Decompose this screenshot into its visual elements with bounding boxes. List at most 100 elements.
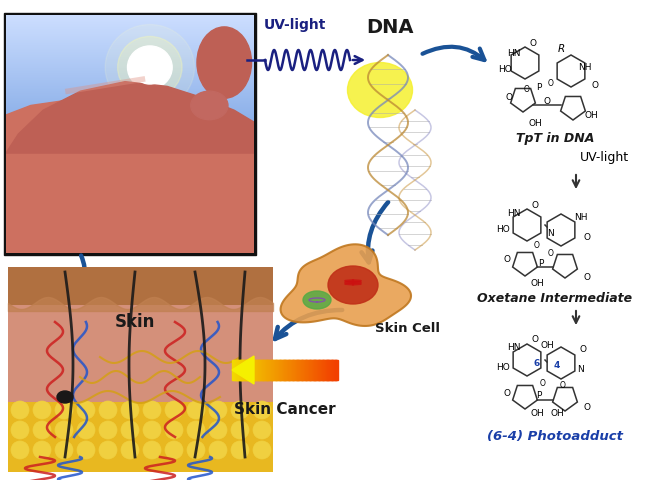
Bar bbox=[330, 360, 333, 380]
Polygon shape bbox=[552, 254, 577, 278]
Text: R: R bbox=[558, 44, 565, 54]
Text: O: O bbox=[543, 96, 551, 106]
Bar bbox=[245, 360, 248, 380]
Text: OH: OH bbox=[530, 278, 544, 288]
Circle shape bbox=[121, 441, 139, 459]
Circle shape bbox=[165, 401, 183, 419]
Polygon shape bbox=[561, 96, 586, 120]
Bar bbox=[331, 360, 334, 380]
Bar bbox=[307, 360, 311, 380]
Text: O: O bbox=[524, 85, 530, 95]
Circle shape bbox=[55, 441, 73, 459]
Bar bbox=[320, 360, 324, 380]
Bar bbox=[317, 360, 320, 380]
Bar bbox=[271, 360, 274, 380]
Text: P: P bbox=[538, 259, 543, 267]
Circle shape bbox=[77, 401, 95, 419]
Bar bbox=[248, 360, 251, 380]
Polygon shape bbox=[511, 47, 539, 79]
Text: O: O bbox=[584, 273, 590, 281]
Bar bbox=[276, 360, 280, 380]
Bar bbox=[310, 360, 313, 380]
Bar bbox=[314, 360, 317, 380]
Text: O: O bbox=[548, 79, 554, 87]
Bar bbox=[328, 360, 332, 380]
Ellipse shape bbox=[348, 62, 413, 118]
Circle shape bbox=[143, 441, 161, 459]
Bar bbox=[252, 360, 255, 380]
Bar bbox=[262, 360, 265, 380]
Bar bbox=[272, 360, 276, 380]
Text: HN: HN bbox=[507, 48, 521, 58]
Bar bbox=[302, 360, 305, 380]
Text: OH: OH bbox=[540, 341, 554, 350]
Bar bbox=[284, 360, 287, 380]
Text: HO: HO bbox=[498, 65, 512, 74]
Circle shape bbox=[209, 401, 227, 419]
Circle shape bbox=[11, 441, 29, 459]
Text: Skin Cell: Skin Cell bbox=[375, 322, 440, 335]
Text: O: O bbox=[560, 382, 566, 391]
Circle shape bbox=[253, 401, 271, 419]
Bar bbox=[294, 360, 298, 380]
Polygon shape bbox=[511, 88, 536, 112]
Bar bbox=[236, 360, 239, 380]
Bar bbox=[319, 360, 322, 380]
Bar bbox=[255, 360, 259, 380]
Bar bbox=[285, 360, 289, 380]
Text: O: O bbox=[506, 93, 512, 101]
Text: P: P bbox=[536, 83, 541, 92]
Text: O: O bbox=[584, 404, 590, 412]
Bar bbox=[301, 360, 304, 380]
Text: OH: OH bbox=[528, 119, 542, 128]
Bar bbox=[278, 360, 281, 380]
Text: N: N bbox=[578, 365, 584, 374]
Bar bbox=[300, 360, 303, 380]
Circle shape bbox=[187, 401, 205, 419]
Polygon shape bbox=[232, 356, 254, 384]
Circle shape bbox=[99, 441, 117, 459]
Bar bbox=[244, 360, 247, 380]
Bar bbox=[311, 360, 315, 380]
Text: O: O bbox=[534, 240, 540, 250]
Bar bbox=[254, 360, 257, 380]
Text: HN: HN bbox=[507, 208, 521, 217]
Bar bbox=[293, 360, 296, 380]
Bar bbox=[324, 360, 328, 380]
Bar bbox=[283, 360, 286, 380]
Bar bbox=[258, 360, 261, 380]
Polygon shape bbox=[281, 244, 411, 326]
Text: Skin: Skin bbox=[115, 313, 155, 331]
Bar bbox=[242, 360, 246, 380]
Text: N: N bbox=[547, 228, 554, 238]
Bar bbox=[249, 360, 252, 380]
Bar bbox=[275, 360, 278, 380]
Text: HN: HN bbox=[507, 344, 521, 352]
Text: TpT in DNA: TpT in DNA bbox=[516, 132, 594, 145]
Circle shape bbox=[209, 421, 227, 439]
Circle shape bbox=[99, 421, 117, 439]
Circle shape bbox=[209, 441, 227, 459]
Bar bbox=[298, 360, 302, 380]
Circle shape bbox=[77, 441, 95, 459]
Bar bbox=[4, 13, 256, 255]
Text: O: O bbox=[548, 249, 554, 257]
Bar bbox=[281, 360, 285, 380]
Circle shape bbox=[165, 441, 183, 459]
Bar bbox=[333, 360, 337, 380]
Circle shape bbox=[231, 401, 249, 419]
Bar bbox=[289, 360, 292, 380]
Circle shape bbox=[231, 421, 249, 439]
Bar bbox=[326, 360, 329, 380]
Ellipse shape bbox=[303, 291, 331, 309]
Bar bbox=[288, 360, 291, 380]
Bar bbox=[270, 360, 273, 380]
Bar bbox=[306, 360, 309, 380]
Bar bbox=[315, 360, 318, 380]
Bar bbox=[239, 360, 242, 380]
Polygon shape bbox=[513, 344, 541, 376]
Ellipse shape bbox=[328, 266, 378, 304]
Bar bbox=[322, 360, 325, 380]
Text: OH: OH bbox=[530, 409, 544, 419]
Text: O: O bbox=[540, 380, 546, 388]
